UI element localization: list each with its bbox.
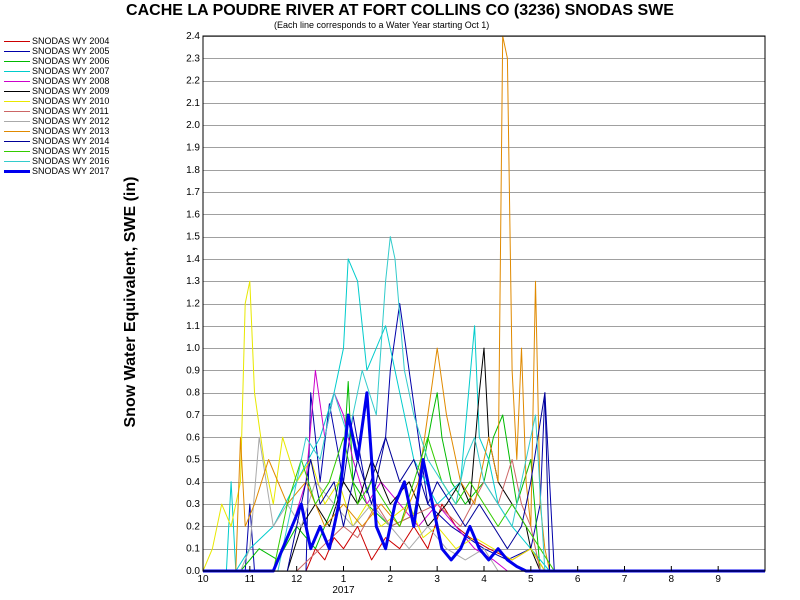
legend-label: SNODAS WY 2011	[32, 106, 109, 116]
y-tick-label: 1.3	[186, 276, 200, 287]
y-tick-label: 0.7	[186, 410, 200, 421]
legend-swatch	[4, 111, 30, 112]
y-tick-label: 2.0	[186, 120, 200, 131]
legend-swatch	[4, 71, 30, 72]
legend-label: SNODAS WY 2004	[32, 36, 110, 46]
legend-swatch	[4, 51, 30, 52]
y-tick-label: 1.1	[186, 321, 200, 332]
legend-swatch	[4, 121, 30, 122]
x-tick-label: 3	[434, 574, 440, 585]
y-tick-label: 0.1	[186, 544, 200, 555]
axis-ticks: 0.0 0.1 0.2 0.3 0.4 0.5 0.6 0.7 0.8 0.9 1.0 1.1 1.2 1…	[186, 31, 721, 596]
x-tick-label: 7	[622, 574, 628, 585]
legend-label: SNODAS WY 2016	[32, 156, 110, 166]
grid-lines	[203, 36, 765, 572]
series-line-13	[203, 391, 765, 573]
y-tick-label: 1.6	[186, 209, 200, 220]
y-tick-label: 0.5	[186, 455, 200, 466]
x-year-label: 2017	[332, 585, 355, 596]
y-tick-label: 0.4	[186, 477, 200, 488]
legend-label: SNODAS WY 2015	[32, 146, 110, 156]
x-tick-label: 5	[528, 574, 534, 585]
x-tick-label: 8	[669, 574, 675, 585]
series-layer	[202, 35, 765, 573]
legend-swatch	[4, 151, 30, 152]
series-line-8	[203, 436, 765, 572]
y-tick-label: 0.2	[186, 521, 200, 532]
y-tick-label: 1.9	[186, 142, 200, 153]
series-line-9	[203, 35, 765, 572]
y-tick-label: 1.5	[186, 232, 200, 243]
legend-label: SNODAS WY 2014	[32, 136, 110, 146]
y-tick-label: 1.8	[186, 165, 200, 176]
x-tick-label: 9	[715, 574, 721, 585]
legend-label: SNODAS WY 2010	[32, 96, 110, 106]
legend-swatch	[4, 41, 30, 42]
y-tick-label: 1.0	[186, 343, 200, 354]
series-line-3	[203, 258, 765, 572]
y-tick-label: 1.7	[186, 187, 200, 198]
legend-label: SNODAS WY 2013	[32, 126, 110, 136]
x-tick-label: 12	[291, 574, 303, 585]
series-line-12	[203, 236, 765, 572]
legend-label: SNODAS WY 2008	[32, 76, 110, 86]
series-line-6	[202, 280, 765, 572]
legend-label: SNODAS WY 2005	[32, 46, 110, 56]
y-tick-label: 0.0	[186, 566, 200, 577]
series-line-11	[203, 436, 765, 572]
y-tick-label: 0.9	[186, 365, 200, 376]
legend-label: SNODAS WY 2012	[32, 116, 110, 126]
chart-title: CACHE LA POUDRE RIVER AT FORT COLLINS CO…	[126, 2, 674, 19]
y-tick-label: 0.6	[186, 432, 200, 443]
x-tick-label: 11	[245, 574, 256, 585]
y-tick-label: 1.4	[186, 254, 200, 265]
legend-label: SNODAS WY 2006	[32, 56, 110, 66]
chart-subtitle: (Each line corresponds to a Water Year s…	[274, 20, 490, 30]
x-tick-label: 10	[197, 574, 209, 585]
x-tick-label: 2	[388, 574, 394, 585]
legend-label: SNODAS WY 2009	[32, 86, 110, 96]
y-tick-label: 0.8	[186, 388, 200, 399]
y-tick-label: 1.2	[186, 299, 200, 310]
y-tick-label: 0.3	[186, 499, 200, 510]
legend-label: SNODAS WY 2017	[32, 166, 110, 176]
x-tick-label: 4	[481, 574, 487, 585]
legend-swatch	[4, 161, 30, 162]
y-tick-label: 2.2	[186, 76, 200, 87]
legend-swatch	[4, 131, 30, 132]
x-tick-label: 6	[575, 574, 581, 585]
legend-label: SNODAS WY 2007	[32, 66, 110, 76]
legend-swatch	[4, 61, 30, 62]
legend-swatch	[4, 101, 30, 102]
legend-swatch	[4, 81, 30, 82]
legend-swatch	[4, 91, 30, 92]
y-tick-label: 2.1	[186, 98, 200, 109]
plot-frame	[202, 35, 766, 572]
y-tick-label: 2.3	[186, 53, 200, 64]
x-tick-label: 1	[341, 574, 347, 585]
legend-swatch	[4, 170, 30, 173]
y-tick-label: 2.4	[186, 31, 200, 42]
legend-swatch	[4, 141, 30, 142]
